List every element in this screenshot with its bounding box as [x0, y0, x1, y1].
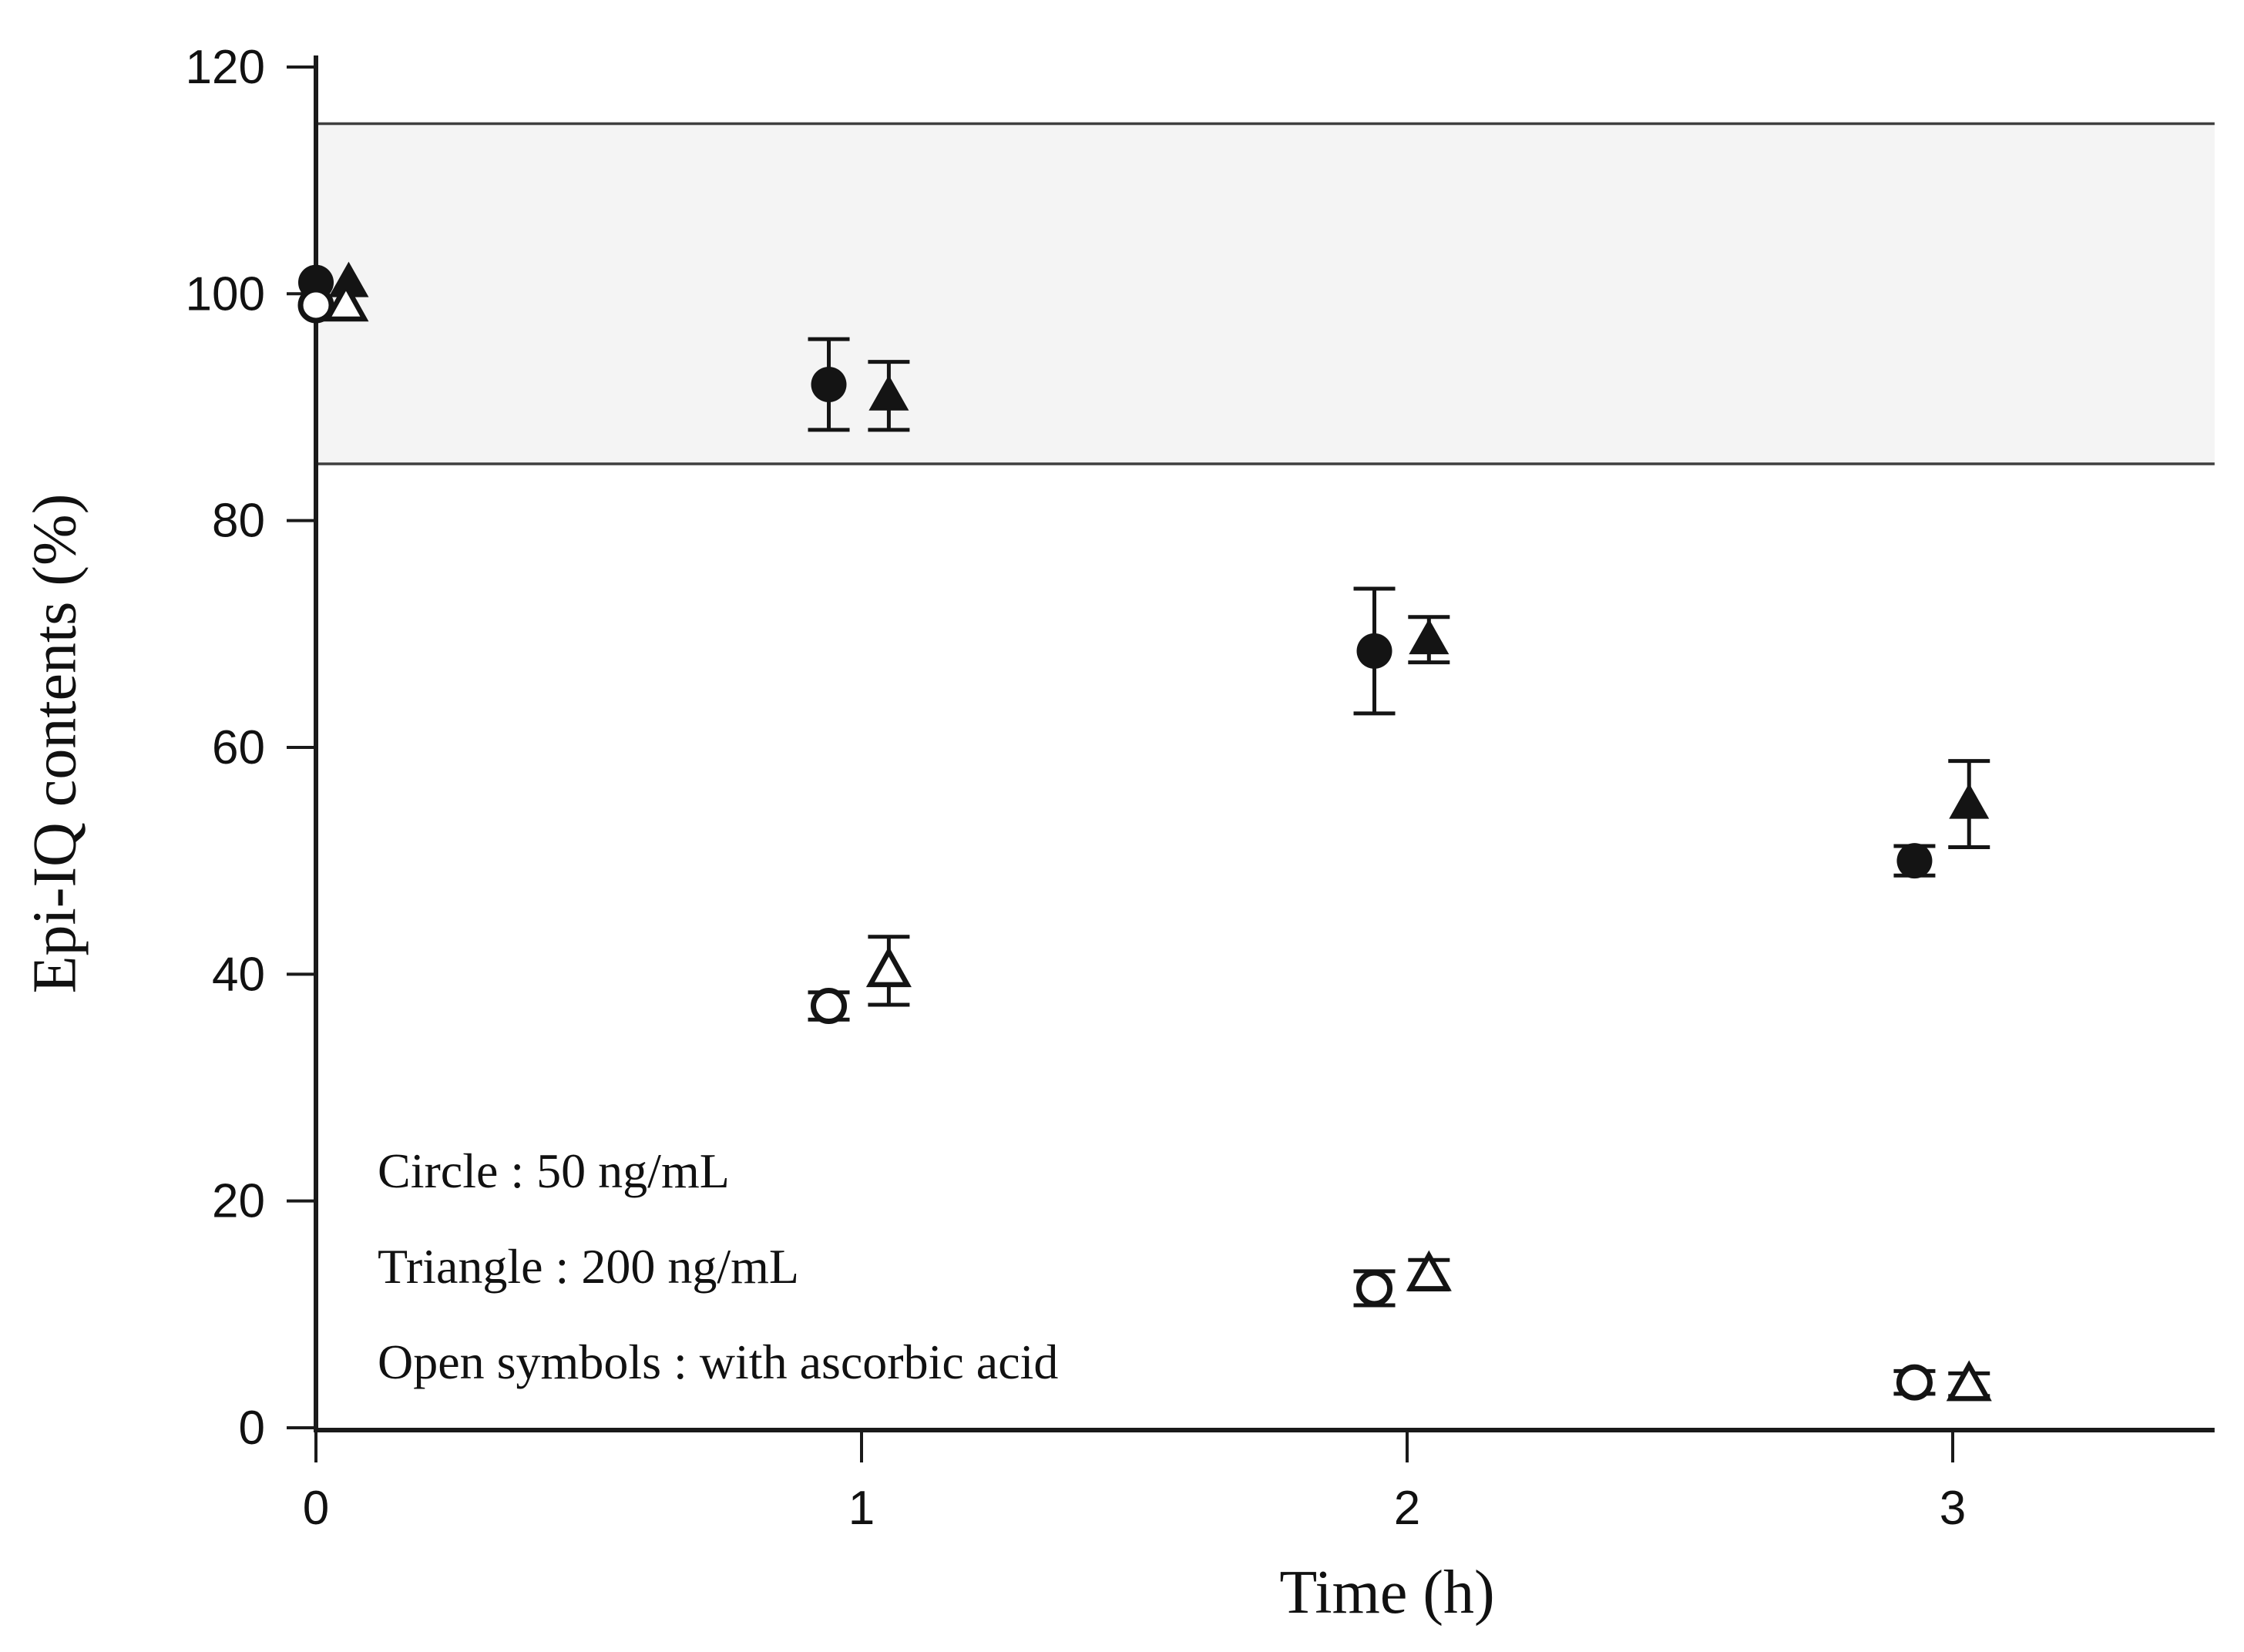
filled-circle-marker — [811, 367, 847, 403]
y-axis-title: Epi-IQ contents (%) — [21, 493, 89, 994]
filled-triangle-marker — [328, 261, 369, 297]
x-tick-label: 0 — [303, 1482, 329, 1535]
y-tick-label: 80 — [212, 495, 265, 548]
legend: Circle : 50 ng/mL Triangle : 200 ng/mL O… — [378, 1134, 1058, 1421]
y-tick-label: 40 — [212, 948, 265, 1001]
legend-line-open-symbols: Open symbols : with ascorbic acid — [378, 1335, 1059, 1389]
x-tick-label: 1 — [848, 1482, 875, 1535]
open-circle-marker — [1896, 1364, 1933, 1401]
open-circle-marker — [1356, 1270, 1393, 1307]
filled-triangle-marker — [868, 374, 909, 411]
open-triangle-marker — [323, 280, 369, 322]
filled-circle-marker — [1356, 633, 1392, 669]
x-axis-title: Time (h) — [1279, 1559, 1495, 1627]
filled-triangle-marker — [1949, 783, 1990, 819]
reference-band — [316, 123, 2215, 465]
legend-line-circle: Circle : 50 ng/mL — [378, 1143, 730, 1198]
x-tick-label: 3 — [1940, 1482, 1966, 1535]
filled-circle-marker — [1896, 843, 1933, 879]
y-tick-label: 0 — [239, 1402, 265, 1455]
open-triangle-marker — [1946, 1360, 1992, 1402]
y-tick-label: 20 — [212, 1175, 265, 1228]
x-tick-label: 2 — [1394, 1482, 1420, 1535]
filled-triangle-marker — [1409, 619, 1450, 655]
legend-line-triangle: Triangle : 200 ng/mL — [378, 1239, 799, 1294]
y-tick-label: 100 — [186, 267, 265, 321]
open-triangle-marker — [1406, 1250, 1452, 1291]
y-tick-label: 60 — [212, 721, 265, 774]
open-circle-marker — [811, 988, 848, 1025]
open-circle-marker — [297, 287, 334, 324]
open-triangle-marker — [865, 946, 912, 988]
y-tick-label: 120 — [186, 41, 265, 94]
